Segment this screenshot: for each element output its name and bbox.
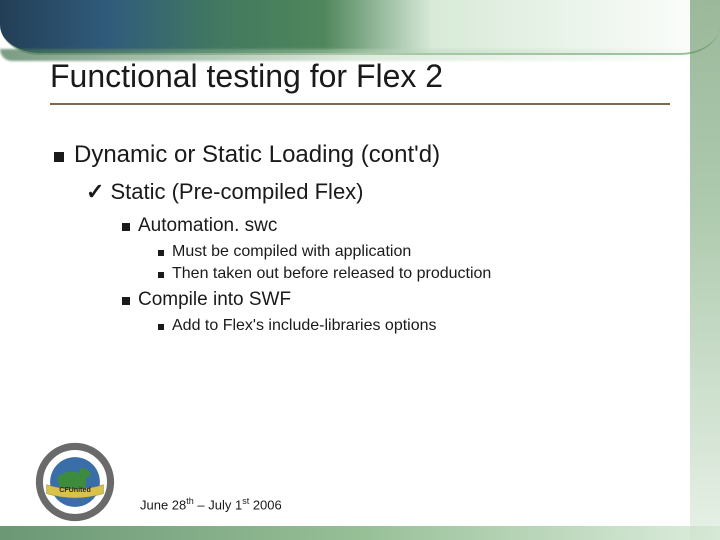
- square-bullet-icon: [122, 297, 130, 305]
- bullet-level4: Add to Flex's include-libraries options: [158, 317, 670, 335]
- bullet-text: Then taken out before released to produc…: [172, 265, 491, 283]
- bullet-text: Compile into SWF: [138, 289, 291, 311]
- bullet-text: Static (Pre-compiled Flex): [110, 179, 363, 205]
- svg-text:CFUnited: CFUnited: [59, 486, 91, 494]
- bullet-level4: Must be compiled with application: [158, 243, 670, 261]
- slide-title: Functional testing for Flex 2: [50, 58, 670, 105]
- bullet-level2: ✓ Static (Pre-compiled Flex): [86, 179, 670, 205]
- checkmark-icon: ✓: [86, 179, 104, 205]
- footer-suffix: 2006: [249, 497, 282, 512]
- bullet-text: Automation. swc: [138, 215, 277, 237]
- footer-date: June 28th – July 1st 2006: [140, 496, 282, 512]
- bullet-level4: Then taken out before released to produc…: [158, 265, 670, 283]
- globe-logo-icon: CFUnited: [30, 442, 120, 522]
- bullet-level1: Dynamic or Static Loading (cont'd): [54, 141, 670, 169]
- square-bullet-icon: [54, 152, 64, 162]
- cfunited-logo: CFUnited: [30, 442, 120, 522]
- footer-ordinal: th: [186, 496, 194, 506]
- square-bullet-icon: [158, 324, 164, 330]
- bullet-text: Dynamic or Static Loading (cont'd): [74, 141, 440, 169]
- square-bullet-icon: [122, 223, 130, 231]
- square-bullet-icon: [158, 272, 164, 278]
- footer-prefix: June 28: [140, 497, 186, 512]
- bullet-level3: Compile into SWF: [122, 289, 670, 311]
- bullet-text: Must be compiled with application: [172, 243, 411, 261]
- bullet-level3: Automation. swc: [122, 215, 670, 237]
- footer-mid: – July 1: [194, 497, 242, 512]
- square-bullet-icon: [158, 250, 164, 256]
- bullet-text: Add to Flex's include-libraries options: [172, 317, 437, 335]
